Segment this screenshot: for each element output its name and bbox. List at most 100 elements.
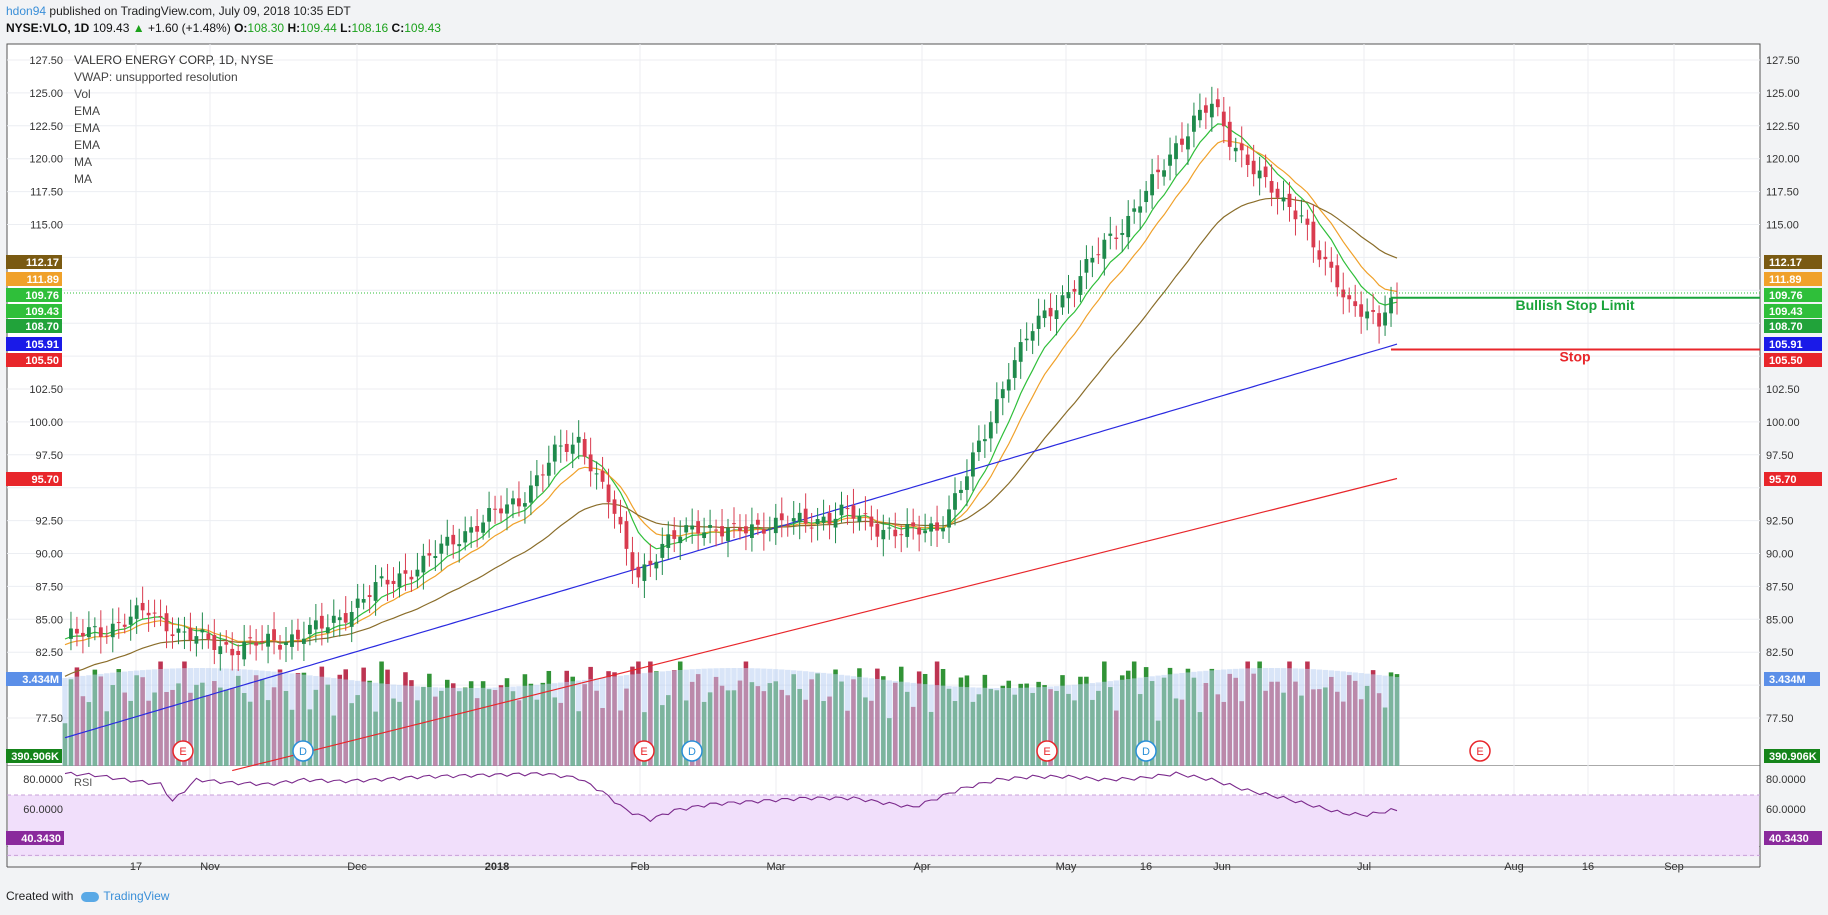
price-badge-bg: [1764, 319, 1822, 333]
volume-ma-bar: [1394, 677, 1400, 766]
low-label: L:: [340, 21, 352, 35]
candle-body: [355, 598, 360, 608]
close-label: C:: [391, 21, 405, 35]
volume-ma-bar: [1215, 669, 1221, 766]
volume-ma-bar: [1023, 687, 1030, 766]
volume-ma-bar: [1376, 674, 1382, 766]
candle-body: [911, 522, 916, 527]
event-marker-text: D: [688, 746, 696, 758]
legend-item[interactable]: MA: [74, 155, 92, 169]
candle-body: [738, 527, 742, 531]
candle-body: [1287, 193, 1292, 208]
candle-body: [845, 508, 850, 510]
volume-ma-bar: [737, 668, 743, 766]
volume-ma-bar: [1203, 670, 1209, 766]
volume-ma-bar: [994, 687, 1000, 766]
volume-ma-bar: [516, 686, 522, 766]
left-tick-label: 125.00: [29, 88, 63, 100]
candle-body: [720, 526, 724, 537]
volume-ma-bar: [1173, 673, 1179, 766]
price-badge-text: 109.76: [1769, 290, 1803, 302]
volume-ma-bar: [731, 668, 737, 766]
left-tick-label: 77.50: [35, 713, 63, 725]
volume-ma-bar: [468, 687, 474, 766]
left-tick-label: 97.50: [35, 450, 63, 462]
candle-body: [110, 623, 115, 638]
time-tick-label: 16: [1140, 861, 1152, 873]
footer-brand[interactable]: TradingView: [103, 889, 170, 903]
volume-ma-bar: [384, 683, 391, 766]
candle-body: [976, 440, 981, 453]
legend-item[interactable]: MA: [74, 172, 92, 186]
legend-title[interactable]: VALERO ENERGY CORP, 1D, NYSE: [74, 53, 274, 67]
volume-ma-bar: [546, 683, 552, 766]
volume-ma-bar: [1221, 669, 1227, 766]
candle-body: [648, 560, 653, 565]
candle-body: [684, 525, 689, 533]
volume-ma-bar: [504, 686, 510, 766]
candle-body: [893, 529, 898, 537]
candle-body: [1162, 170, 1166, 177]
volume-ma-bar: [253, 670, 259, 766]
candle-body: [666, 534, 671, 548]
volume-ma-bar: [331, 678, 337, 766]
price-badge-left: 105.50: [6, 353, 62, 367]
candle-body: [487, 508, 491, 522]
volume-ma-bar: [420, 686, 427, 766]
candle-body: [230, 648, 235, 656]
volume-ma-bar: [1185, 672, 1191, 766]
author-link[interactable]: hdon94: [6, 4, 47, 18]
candle-body: [1096, 254, 1101, 256]
volume-ma-bar: [510, 686, 516, 766]
candle-body: [128, 616, 133, 625]
candle-body: [905, 524, 910, 537]
volume-ma-bar: [313, 675, 319, 766]
candle-body: [744, 526, 748, 534]
volume-ma-bar: [743, 668, 749, 766]
right-tick-label: 97.50: [1766, 450, 1794, 462]
candle-body: [1275, 188, 1280, 198]
volume-ma-bar: [683, 669, 689, 766]
legend-item[interactable]: VWAP: unsupported resolution: [74, 70, 238, 84]
volume-average: [62, 668, 1400, 766]
price-badge-text: 109.43: [1769, 306, 1803, 318]
volume-ma-bar: [390, 684, 397, 766]
candle-body: [797, 512, 802, 523]
candle-body: [367, 595, 372, 598]
legend-item[interactable]: EMA: [74, 121, 101, 135]
candle-body: [266, 633, 270, 647]
candle-body: [493, 508, 497, 510]
left-tick-label: 90.00: [35, 549, 63, 561]
volume-ma-bar: [1209, 670, 1215, 766]
price-badge-text: 111.89: [27, 274, 59, 286]
price-badge-bg: [6, 319, 62, 333]
volume-ma-bar: [725, 668, 731, 766]
volume-ma-bar: [360, 681, 367, 766]
price-chart[interactable]: 127.50 127.50 125.00 125.00 122.50 122.50 120.…: [0, 0, 1828, 880]
candle-body: [1072, 288, 1077, 292]
candle-body: [80, 632, 85, 637]
time-tick-label: Aug: [1504, 861, 1524, 873]
time-tick-label: 16: [1582, 861, 1594, 873]
volume-ma-bar: [570, 681, 576, 766]
volume-ma-bar: [1053, 686, 1060, 766]
volume-ma-bar: [856, 676, 863, 766]
right-tick-label: 127.50: [1766, 55, 1800, 67]
tradingview-logo-icon[interactable]: [81, 891, 100, 902]
candle-body: [361, 599, 366, 603]
volume-ma-bar: [623, 675, 630, 766]
candle-body: [1335, 265, 1340, 288]
candle-body: [965, 476, 969, 490]
legend-item[interactable]: EMA: [74, 138, 101, 152]
price-badge-right: 111.89: [1764, 272, 1822, 286]
time-tick-label: 2018: [485, 861, 509, 873]
price-badge-text: 105.50: [25, 355, 59, 367]
volume-badge-text: 3.434M: [1769, 674, 1806, 686]
left-tick-label: 127.50: [29, 55, 63, 67]
candle-body: [1000, 389, 1005, 399]
candle-body: [869, 516, 874, 527]
legend-item[interactable]: EMA: [74, 104, 101, 118]
price-badge-right: 95.70: [1764, 472, 1822, 486]
price-badge-text: 112.17: [26, 257, 59, 269]
legend-item[interactable]: Vol: [74, 87, 91, 101]
